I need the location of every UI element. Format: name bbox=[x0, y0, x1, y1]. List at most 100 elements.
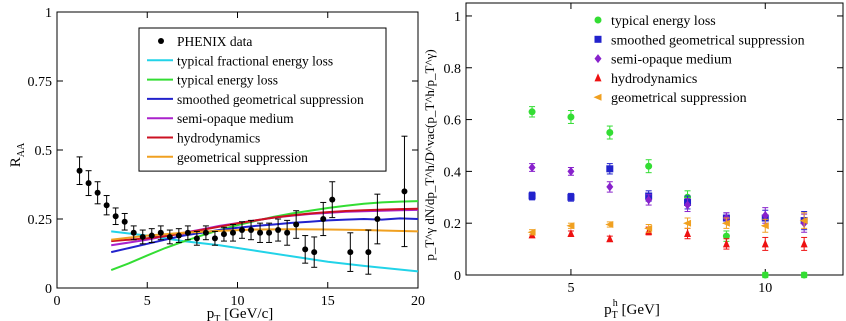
legend-label: geometrical suppression bbox=[611, 91, 747, 106]
legend-label: hydrodynamics bbox=[177, 131, 260, 146]
data-point bbox=[76, 167, 83, 174]
legend-label: typical energy loss bbox=[611, 14, 716, 29]
data-point bbox=[761, 239, 769, 248]
right-panel-chart: 5 10 0 0.2 0.4 0.6 0.8 1 pTh [GeV] p_T^γ dN/dp_T^… bbox=[422, 2, 844, 321]
data-point bbox=[567, 229, 575, 238]
legend-label: geometrical suppression bbox=[177, 150, 308, 165]
data-point bbox=[567, 113, 575, 121]
x-tick-label: 5 bbox=[567, 281, 574, 296]
y-tick-label: 0 bbox=[454, 269, 461, 284]
data-point bbox=[112, 213, 119, 220]
data-point bbox=[605, 220, 614, 228]
data-point bbox=[284, 229, 291, 236]
y-tick-label: 1 bbox=[454, 10, 461, 25]
data-point bbox=[799, 217, 808, 225]
data-point bbox=[293, 221, 300, 228]
data-point bbox=[645, 195, 653, 205]
y-axis-label: RAA bbox=[8, 142, 27, 167]
data-point bbox=[193, 235, 200, 242]
y-tick-label: 0.6 bbox=[444, 114, 462, 129]
legend-label: typical fractional energy loss bbox=[177, 53, 333, 68]
legend-marker bbox=[594, 16, 602, 24]
data-point bbox=[800, 271, 808, 279]
data-point bbox=[567, 166, 575, 176]
legend-label: typical energy loss bbox=[177, 73, 278, 88]
data-point bbox=[239, 227, 246, 234]
data-point bbox=[275, 227, 282, 234]
plot-frame bbox=[465, 2, 844, 276]
data-point bbox=[257, 229, 264, 236]
data-point bbox=[683, 219, 692, 227]
data-point bbox=[157, 229, 164, 236]
data-point bbox=[121, 218, 128, 225]
y-tick-label: 0 bbox=[45, 282, 52, 297]
data-point bbox=[103, 202, 110, 209]
data-point bbox=[248, 227, 255, 234]
data-point bbox=[800, 239, 808, 248]
x-tick-label: 20 bbox=[411, 294, 425, 309]
x-tick-label: 5 bbox=[144, 294, 151, 309]
legend-marker bbox=[158, 38, 164, 44]
x-tick-label: 0 bbox=[54, 294, 61, 309]
legend-box bbox=[138, 27, 387, 172]
data-point bbox=[311, 249, 318, 256]
series-line bbox=[111, 208, 419, 247]
data-point bbox=[566, 222, 575, 230]
data-point bbox=[722, 232, 730, 240]
data-point bbox=[606, 165, 614, 173]
data-point bbox=[374, 216, 381, 222]
data-point bbox=[761, 210, 769, 220]
legend-marker bbox=[594, 35, 602, 43]
x-axis-label: pTh [GeV] bbox=[604, 298, 660, 321]
data-point bbox=[220, 231, 227, 238]
legend-label: hydrodynamics bbox=[611, 72, 697, 87]
series-line bbox=[110, 217, 419, 254]
x-tick-label: 15 bbox=[321, 294, 335, 309]
data-point bbox=[365, 249, 372, 256]
data-point bbox=[202, 229, 209, 236]
data-point bbox=[606, 182, 614, 192]
data-point bbox=[721, 219, 730, 227]
data-point bbox=[528, 192, 536, 200]
data-point bbox=[229, 229, 236, 236]
data-point bbox=[401, 188, 408, 195]
legend-label: semi-opaque medium bbox=[177, 111, 294, 126]
data-point bbox=[644, 224, 653, 232]
data-point bbox=[329, 196, 336, 203]
y-tick-label: 0.2 bbox=[444, 217, 462, 232]
legend-label: PHENIX data bbox=[177, 34, 252, 49]
x-axis-label: pT [GeV/c] bbox=[207, 306, 274, 321]
y-axis-label: p_T^γ dN/dp_T^h/D^vac(p_T^h/p_T^γ) bbox=[422, 49, 437, 260]
series-line bbox=[111, 207, 419, 243]
y-tick-label: 1 bbox=[45, 6, 52, 21]
data-point bbox=[606, 234, 614, 243]
data-point bbox=[320, 216, 327, 222]
data-point bbox=[684, 229, 692, 238]
data-point bbox=[85, 180, 92, 187]
data-point bbox=[148, 232, 155, 239]
y-tick-label: 0.8 bbox=[444, 62, 462, 77]
data-point bbox=[527, 228, 536, 236]
data-point bbox=[175, 232, 182, 239]
legend-marker bbox=[594, 54, 602, 64]
data-point bbox=[347, 249, 354, 256]
data-point bbox=[722, 239, 730, 248]
data-point bbox=[130, 229, 137, 236]
data-point bbox=[266, 229, 273, 236]
legend-label: semi-opaque medium bbox=[611, 53, 732, 68]
data-point bbox=[184, 229, 191, 236]
data-point bbox=[761, 271, 769, 279]
data-point bbox=[528, 108, 536, 116]
y-tick-label: 0.4 bbox=[444, 165, 462, 180]
data-point bbox=[684, 200, 692, 210]
legend-label: smoothed geometrical suppression bbox=[611, 33, 805, 48]
legend-marker bbox=[594, 73, 602, 82]
data-point bbox=[139, 233, 146, 240]
data-point bbox=[166, 233, 173, 240]
data-point bbox=[567, 193, 575, 201]
x-tick-label: 10 bbox=[758, 281, 772, 296]
y-tick-label: 0.25 bbox=[28, 213, 53, 228]
data-point bbox=[211, 235, 218, 242]
data-point bbox=[645, 162, 653, 170]
